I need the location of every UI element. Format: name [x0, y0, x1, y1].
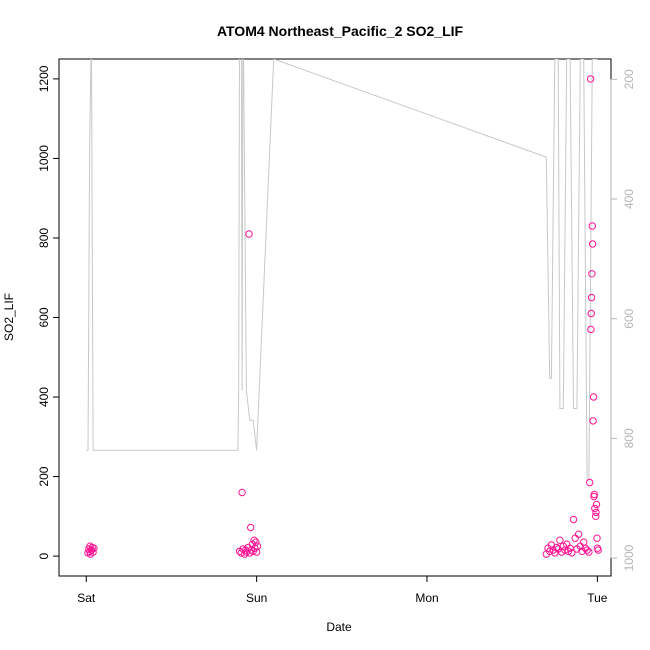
data-point: [238, 488, 246, 497]
data-point: [574, 530, 583, 538]
x-axis-label: Date: [326, 620, 352, 634]
x-tick-label: Sat: [77, 591, 96, 605]
x-axis: Sat Sun Mon Tue: [77, 575, 608, 605]
data-point: [585, 548, 593, 556]
y-tick-label: 800: [37, 228, 51, 248]
data-point: [245, 230, 253, 238]
line-series: [86, 59, 598, 481]
y-tick-label: 0: [37, 552, 51, 559]
y-tick-label: 400: [37, 387, 51, 407]
data-point: [588, 240, 597, 248]
data-point: [589, 417, 597, 425]
scatter-series: [84, 75, 602, 558]
data-point: [89, 548, 97, 556]
data-point: [569, 515, 578, 524]
series-line: [86, 59, 598, 481]
data-point: [590, 490, 598, 499]
y-tick-label: 600: [37, 307, 51, 327]
data-point: [580, 538, 588, 546]
data-point: [250, 536, 258, 544]
y-axis: 0 200 400 600 800 1000 1200: [37, 65, 59, 559]
data-point: [252, 538, 260, 546]
plot-frame: [58, 58, 612, 577]
data-point: [592, 500, 601, 509]
y2-tick-label: 1000: [622, 544, 636, 571]
y-axis-label: SO2_LIF: [2, 293, 16, 341]
chart-title: ATOM4 Northeast_Pacific_2 SO2_LIF: [217, 23, 464, 39]
y-tick-label: 200: [37, 466, 51, 486]
data-point: [556, 536, 564, 544]
data-point: [592, 512, 600, 520]
data-point: [591, 504, 599, 513]
data-point: [587, 325, 595, 334]
data-point: [247, 523, 255, 532]
x-tick-label: Sun: [246, 591, 267, 605]
data-point: [571, 534, 579, 542]
data-point: [583, 546, 591, 554]
data-point: [587, 293, 596, 302]
y2-tick-label: 400: [622, 189, 636, 209]
y2-tick-label: 600: [622, 308, 636, 328]
data-point: [241, 550, 249, 558]
data-point: [587, 309, 595, 318]
y2-tick-label: 800: [622, 428, 636, 448]
data-point: [568, 549, 576, 557]
data-point: [594, 546, 602, 554]
data-point: [552, 543, 561, 552]
data-point: [253, 542, 262, 550]
data-point: [586, 75, 595, 83]
x-tick-label: Mon: [415, 591, 438, 605]
data-point: [586, 478, 594, 487]
data-point: [90, 544, 98, 552]
x-tick-label: Tue: [587, 591, 608, 605]
data-point: [588, 222, 596, 230]
y-tick-label: 1000: [37, 145, 51, 172]
data-point: [589, 393, 598, 401]
y-tick-label: 1200: [37, 65, 51, 92]
y2-tick-label: 200: [622, 69, 636, 89]
y2-axis: 200 400 600 800 1000: [610, 69, 636, 571]
data-point: [592, 508, 600, 517]
data-point: [593, 534, 601, 542]
data-point: [588, 270, 596, 278]
